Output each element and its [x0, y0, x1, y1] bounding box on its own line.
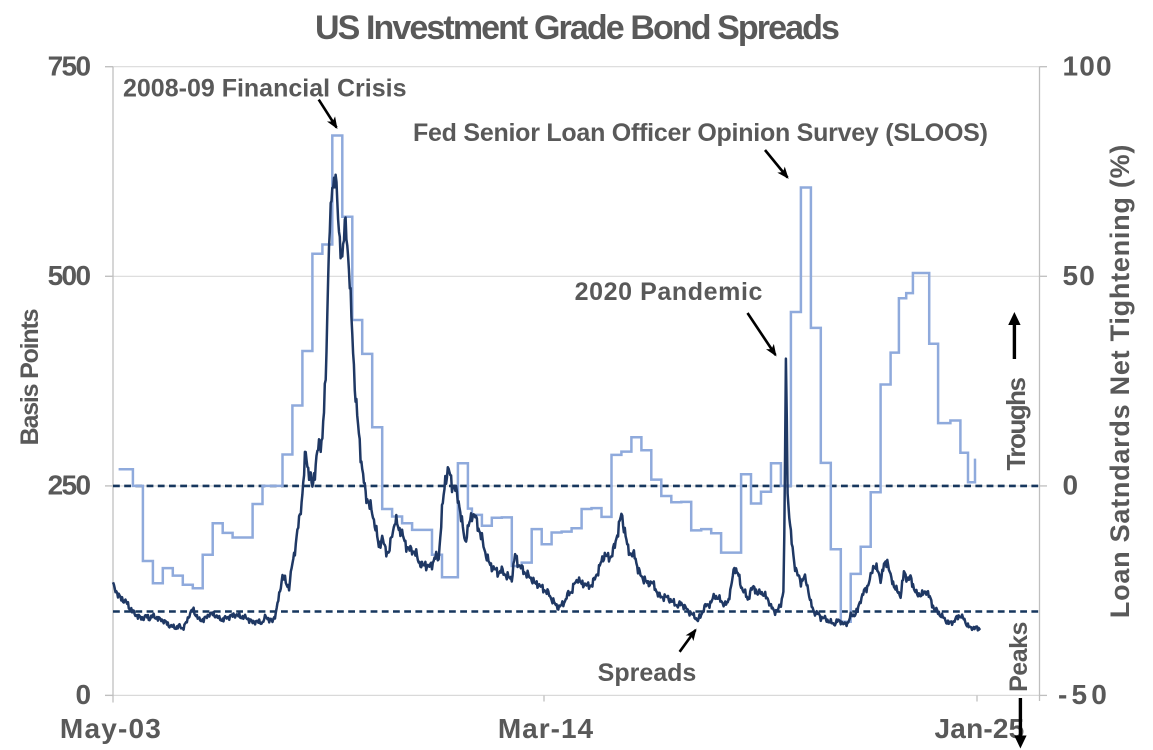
svg-text:100: 100 [1063, 51, 1113, 82]
svg-text:2008-09 Financial Crisis: 2008-09 Financial Crisis [123, 75, 406, 103]
svg-text:-50: -50 [1058, 679, 1111, 710]
svg-text:500: 500 [48, 260, 91, 291]
svg-text:Loan Satndards Net Tightening: Loan Satndards Net Tightening (%) [1105, 144, 1135, 618]
svg-text:Peaks: Peaks [1005, 622, 1033, 692]
svg-text:Fed Senior Loan Officer Opinio: Fed Senior Loan Officer Opinion Survey (… [413, 119, 988, 147]
svg-text:Basis Points: Basis Points [16, 309, 44, 445]
svg-text:Spreads: Spreads [598, 659, 697, 687]
svg-text:250: 250 [48, 470, 91, 501]
svg-text:750: 750 [48, 51, 91, 82]
svg-text:0: 0 [1063, 470, 1079, 501]
svg-text:May-03: May-03 [60, 713, 162, 744]
svg-text:Troughs: Troughs [1001, 377, 1031, 470]
svg-text:Mar-14: Mar-14 [498, 713, 594, 744]
svg-text:2020 Pandemic: 2020 Pandemic [575, 278, 763, 306]
svg-text:US Investment Grade Bond Sprea: US Investment Grade Bond Spreads [315, 9, 839, 47]
svg-text:0: 0 [76, 679, 91, 710]
svg-text:50: 50 [1063, 260, 1097, 291]
svg-text:Jan-25: Jan-25 [935, 713, 1025, 744]
